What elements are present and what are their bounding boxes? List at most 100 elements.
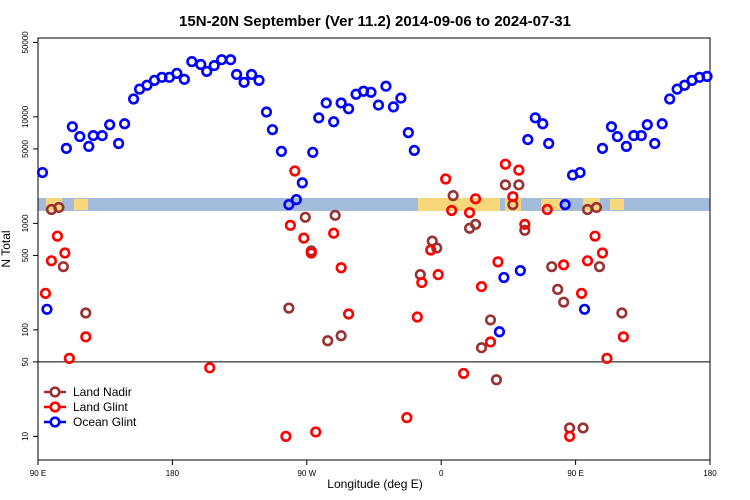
point (649, 137, 661, 150)
point (440, 173, 452, 185)
point (66, 121, 78, 133)
legend-swatch-marker (49, 386, 61, 398)
point (372, 99, 385, 111)
point (201, 65, 213, 78)
y-tick-label: 500 (21, 248, 30, 262)
point (596, 247, 609, 259)
y-tick-label: 1000 (21, 214, 30, 232)
point (577, 422, 589, 434)
point (260, 106, 273, 118)
point (290, 194, 302, 206)
point (589, 230, 601, 242)
point (60, 142, 72, 154)
x-tick-label: 90 W (297, 469, 316, 478)
point (328, 227, 340, 239)
point (590, 201, 603, 214)
y-tick-label: 10000 (21, 105, 30, 128)
point (475, 280, 488, 293)
point (635, 129, 647, 142)
point (581, 255, 594, 267)
point (425, 244, 437, 256)
point (296, 177, 308, 189)
point (307, 146, 319, 158)
point (701, 70, 713, 82)
point (299, 211, 311, 223)
band-patch (74, 199, 88, 210)
point (119, 118, 131, 130)
point (329, 209, 341, 221)
band-patch (610, 199, 624, 210)
x-tick-label: 0 (439, 469, 444, 478)
point (641, 119, 653, 131)
point (104, 119, 116, 131)
point (499, 179, 512, 191)
point (605, 121, 618, 133)
point (447, 190, 459, 202)
point (63, 352, 75, 364)
point (57, 261, 69, 273)
point (53, 201, 65, 214)
band-patch (418, 198, 500, 211)
legend-swatch-marker (49, 401, 61, 413)
point (484, 314, 497, 326)
point (432, 269, 444, 281)
point (275, 145, 288, 157)
point (408, 144, 420, 157)
point (475, 342, 488, 354)
point (238, 76, 250, 88)
point (679, 79, 691, 91)
point (245, 68, 258, 81)
point (380, 80, 392, 92)
point (611, 130, 624, 143)
legend-label: Land Glint (73, 400, 128, 414)
point (204, 362, 216, 374)
band (38, 198, 710, 211)
point (80, 307, 92, 319)
point (41, 303, 53, 315)
point (546, 261, 558, 273)
point (519, 218, 531, 230)
point (498, 271, 510, 284)
point (620, 140, 632, 152)
point (519, 224, 531, 236)
point (601, 352, 613, 364)
point (446, 204, 458, 217)
point (507, 191, 519, 203)
point (36, 166, 49, 179)
point (298, 232, 310, 244)
point (343, 103, 355, 115)
x-tick-label: 90 E (30, 469, 46, 478)
legend-label: Land Nadir (73, 385, 132, 399)
point (45, 255, 58, 267)
point (522, 133, 534, 146)
point (513, 179, 525, 191)
point (328, 116, 340, 128)
point (195, 58, 207, 71)
point (431, 242, 443, 254)
point (284, 219, 296, 231)
point (616, 307, 628, 319)
point (365, 86, 377, 98)
point (83, 140, 95, 152)
point (469, 218, 482, 230)
point (499, 158, 512, 170)
point (514, 265, 526, 277)
point (289, 165, 301, 177)
point (59, 247, 71, 259)
point (617, 331, 629, 343)
point (335, 97, 347, 109)
point (96, 129, 108, 142)
point (313, 112, 325, 124)
point (280, 430, 292, 442)
y-tick-label: 50000 (21, 31, 30, 54)
point (127, 93, 140, 105)
point (463, 207, 476, 219)
point (458, 367, 470, 380)
point (656, 118, 668, 130)
legend-swatch-marker (49, 416, 61, 428)
point (493, 326, 506, 338)
point (310, 426, 322, 438)
band-patch (541, 199, 561, 210)
point (401, 412, 413, 424)
